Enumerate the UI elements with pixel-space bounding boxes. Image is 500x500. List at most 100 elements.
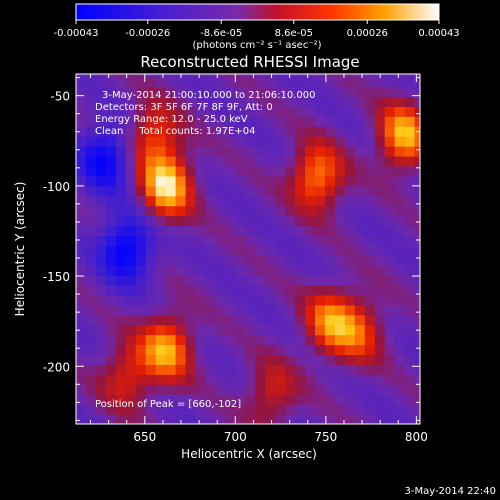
heatmap-cell xyxy=(175,205,187,217)
heatmap-cell xyxy=(384,185,396,197)
heatmap-cell xyxy=(175,275,187,286)
heatmap-cell xyxy=(215,126,226,137)
heatmap-cell xyxy=(155,205,167,217)
heatmap-cell xyxy=(305,235,316,246)
heatmap-cell xyxy=(374,394,386,405)
heatmap-cell xyxy=(135,74,147,78)
heatmap-cell xyxy=(135,384,147,395)
heatmap-cell xyxy=(125,136,137,147)
heatmap-cell xyxy=(334,175,346,187)
heatmap-cell xyxy=(324,116,336,127)
heatmap-cell xyxy=(354,384,366,395)
heatmap-cell xyxy=(76,245,87,256)
heatmap-cell xyxy=(334,76,346,88)
heatmap-cell xyxy=(76,334,87,346)
heatmap-cell xyxy=(394,354,406,365)
heatmap-cell xyxy=(235,96,246,107)
heatmap-cell xyxy=(265,304,276,316)
heatmap-cell xyxy=(305,205,316,217)
heatmap-cell xyxy=(145,215,157,227)
heatmap-cell xyxy=(374,175,386,187)
heatmap-cell xyxy=(265,334,276,346)
heatmap-cell xyxy=(275,384,286,395)
heatmap-cell xyxy=(115,364,127,375)
heatmap-cell xyxy=(85,235,97,246)
heatmap-cell xyxy=(135,195,147,207)
heatmap-cell xyxy=(215,235,226,246)
heatmap-cell xyxy=(155,275,167,286)
heatmap-cell xyxy=(364,245,376,256)
heatmap-cell xyxy=(384,255,396,266)
heatmap-cell xyxy=(165,156,177,167)
heatmap-cell xyxy=(404,215,416,227)
heatmap-cell xyxy=(205,116,216,127)
heatmap-cell xyxy=(275,324,286,336)
heatmap-cell xyxy=(135,304,147,316)
heatmap-cell xyxy=(354,205,366,217)
heatmap-cell xyxy=(185,126,196,137)
heatmap-cell xyxy=(95,195,107,207)
heatmap-cell xyxy=(394,334,406,346)
heatmap-cell xyxy=(185,146,196,157)
heatmap-cell xyxy=(404,146,416,157)
heatmap-cell xyxy=(235,235,246,246)
heatmap-cell xyxy=(295,394,306,405)
heatmap-cell xyxy=(364,86,376,98)
heatmap-cell xyxy=(394,275,406,286)
heatmap-cell xyxy=(115,175,127,187)
heatmap-cell xyxy=(145,156,157,167)
heatmap-cell xyxy=(105,344,117,356)
heatmap-cell xyxy=(275,364,286,375)
heatmap-cell xyxy=(324,175,336,187)
heatmap-cell xyxy=(324,86,336,98)
heatmap-cell xyxy=(95,404,107,415)
heatmap-cell xyxy=(135,76,147,88)
heatmap-cell xyxy=(225,394,236,405)
heatmap-cell xyxy=(334,166,346,177)
heatmap-cell xyxy=(205,275,216,286)
heatmap-cell xyxy=(225,245,236,256)
heatmap-cell xyxy=(245,275,256,286)
heatmap-cell xyxy=(205,255,216,266)
heatmap-cell xyxy=(275,275,286,286)
heatmap-cell xyxy=(285,324,296,336)
heatmap-cell xyxy=(195,136,206,147)
heatmap-cell xyxy=(255,195,266,207)
heatmap-cell xyxy=(205,394,216,405)
heatmap-cell xyxy=(135,116,147,127)
heatmap-cell xyxy=(334,255,346,266)
heatmap-cell xyxy=(125,285,137,296)
heatmap-cell xyxy=(305,106,316,117)
heatmap-cell xyxy=(155,106,167,117)
heatmap-cell xyxy=(305,374,316,385)
heatmap-cell xyxy=(314,86,326,98)
heatmap-cell xyxy=(125,414,137,424)
heatmap-cell xyxy=(85,384,97,395)
heatmap-cell xyxy=(85,106,97,117)
heatmap-cell xyxy=(125,384,137,395)
heatmap-cell xyxy=(76,215,87,227)
heatmap-cell xyxy=(305,136,316,147)
heatmap-cell xyxy=(85,344,97,356)
heatmap-cell xyxy=(414,106,420,117)
heatmap-cell xyxy=(295,344,306,356)
heatmap-cell xyxy=(414,414,420,424)
heatmap-cell xyxy=(295,245,306,256)
heatmap-cell xyxy=(145,384,157,395)
heatmap-cell xyxy=(245,314,256,326)
heatmap-cell xyxy=(155,354,167,365)
heatmap-cell xyxy=(245,304,256,316)
heatmap-cell xyxy=(225,166,236,177)
heatmap-cell xyxy=(165,195,177,207)
heatmap-cell xyxy=(324,185,336,197)
heatmap-cell xyxy=(394,265,406,276)
heatmap-cell xyxy=(105,245,117,256)
heatmap-cell xyxy=(275,156,286,167)
heatmap-cell xyxy=(245,175,256,187)
heatmap-cell xyxy=(384,175,396,187)
heatmap-cell xyxy=(275,195,286,207)
heatmap-cell xyxy=(155,126,167,137)
heatmap-cell xyxy=(175,354,187,365)
heatmap-cell xyxy=(205,314,216,326)
heatmap-cell xyxy=(76,374,87,385)
